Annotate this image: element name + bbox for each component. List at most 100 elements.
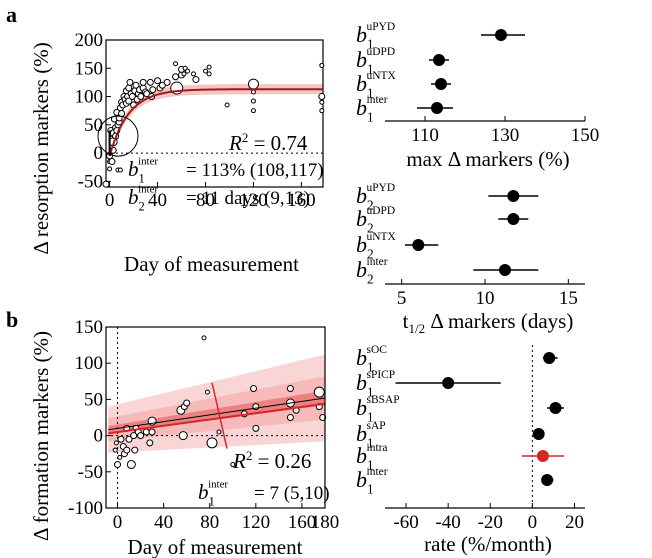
data-point [149, 86, 157, 94]
y-tick-label: -50 [78, 462, 103, 483]
x-tick-label: 120 [239, 190, 268, 211]
x-tick-label: 150 [571, 125, 600, 146]
data-point [178, 431, 188, 441]
x-tick-label: -20 [478, 512, 503, 533]
x-tick-label: 80 [200, 512, 219, 533]
chart-b-rate: b1sOCb1sPICPb1sBSAPb1sAPb1intrab1inter-6… [356, 344, 585, 556]
black-fit-line [108, 397, 326, 431]
row-label: b1inter [356, 466, 388, 497]
data-point [230, 462, 236, 468]
row-label: b1sPICP [356, 369, 395, 400]
zoom-circle [97, 115, 139, 157]
data-point [172, 73, 180, 81]
data-point [112, 447, 118, 453]
data-point [216, 429, 222, 435]
y-tick-label: 50 [84, 389, 103, 410]
estimate-point [412, 239, 425, 251]
x-tick-label: 20 [565, 512, 584, 533]
data-point [132, 81, 140, 89]
r-squared: R2 = 0.74 [228, 130, 308, 155]
data-point [206, 437, 218, 449]
data-point [224, 102, 230, 108]
data-point [319, 99, 325, 105]
estimate-point [543, 352, 556, 364]
x-tick-label: 15 [559, 288, 578, 309]
data-point [185, 68, 191, 74]
data-point [113, 440, 119, 446]
data-point [102, 180, 110, 188]
plot-frame [105, 39, 324, 188]
x-tick-label: 0 [113, 512, 123, 533]
data-point [123, 446, 131, 454]
y-tick-label: 0 [94, 143, 104, 164]
y-tick-label: 150 [75, 58, 104, 79]
data-point [173, 61, 179, 67]
data-point [319, 414, 327, 421]
x-tick-label: 0 [528, 512, 538, 533]
estimate-point [495, 29, 507, 41]
data-point [142, 428, 150, 436]
data-point [252, 424, 260, 432]
b1-inter-value: = 7 (5,10) [254, 483, 330, 504]
x-tick-label: 160 [287, 190, 316, 211]
data-point [131, 446, 139, 454]
data-point [130, 432, 138, 440]
x-tick-label: 40 [154, 512, 173, 533]
data-point [125, 84, 133, 92]
data-point [286, 385, 294, 393]
x-tick-label: 180 [311, 512, 340, 533]
x-axis-title: Day of measurement [124, 252, 299, 276]
y-tick-label: -100 [68, 498, 103, 519]
data-point [191, 71, 197, 77]
data-point [319, 108, 325, 114]
data-point [286, 414, 294, 421]
data-point [125, 97, 133, 105]
row-label: b2uPYD [356, 182, 395, 213]
data-point [126, 78, 134, 86]
x-tick-label: 130 [491, 125, 520, 146]
data-point [154, 77, 162, 85]
estimate-point [435, 78, 447, 90]
row-label: b1uNTX [356, 70, 397, 101]
data-point [203, 68, 209, 74]
data-point [139, 78, 147, 86]
panel-label-b: b [6, 307, 18, 332]
y-tick-label: 150 [75, 317, 104, 338]
data-point [126, 460, 136, 470]
confidence-band [108, 390, 325, 434]
estimate-point [499, 264, 511, 276]
b2-inter-symbol: b2inter [128, 183, 158, 213]
x-axis-title: rate (%/month) [424, 532, 552, 556]
x-axis-title: t1/2 Δ markers (days) [403, 309, 574, 336]
y-tick-label: 200 [75, 30, 104, 51]
b1-inter-value: = 113% (108,117) [186, 160, 324, 181]
confidence-band [109, 84, 324, 159]
data-point [107, 166, 113, 172]
data-point [146, 78, 154, 86]
data-point [250, 89, 256, 95]
row-label: b1sBSAP [356, 394, 400, 425]
row-label: b1sAP [356, 420, 386, 451]
data-point [319, 62, 325, 68]
panel-label-a: a [6, 2, 17, 27]
row-label: b2inter [356, 256, 388, 287]
data-point [137, 432, 145, 440]
data-point [201, 335, 207, 341]
data-point [163, 78, 171, 86]
data-point [206, 71, 212, 77]
data-point [181, 71, 187, 77]
row-label: b1uPYD [356, 21, 395, 52]
estimate-point [536, 450, 549, 462]
b2-inter-value: = 11 days (9,13) [186, 188, 310, 209]
data-point [118, 110, 126, 117]
data-point [114, 461, 122, 469]
b1-inter-symbol: b1inter [198, 478, 228, 508]
y-tick-label: 100 [75, 353, 104, 374]
y-tick-label: -50 [78, 171, 103, 192]
estimate-point [433, 54, 445, 66]
row-label: b1intra [356, 442, 388, 473]
x-tick-label: 10 [476, 288, 495, 309]
x-tick-label: 0 [105, 190, 115, 211]
